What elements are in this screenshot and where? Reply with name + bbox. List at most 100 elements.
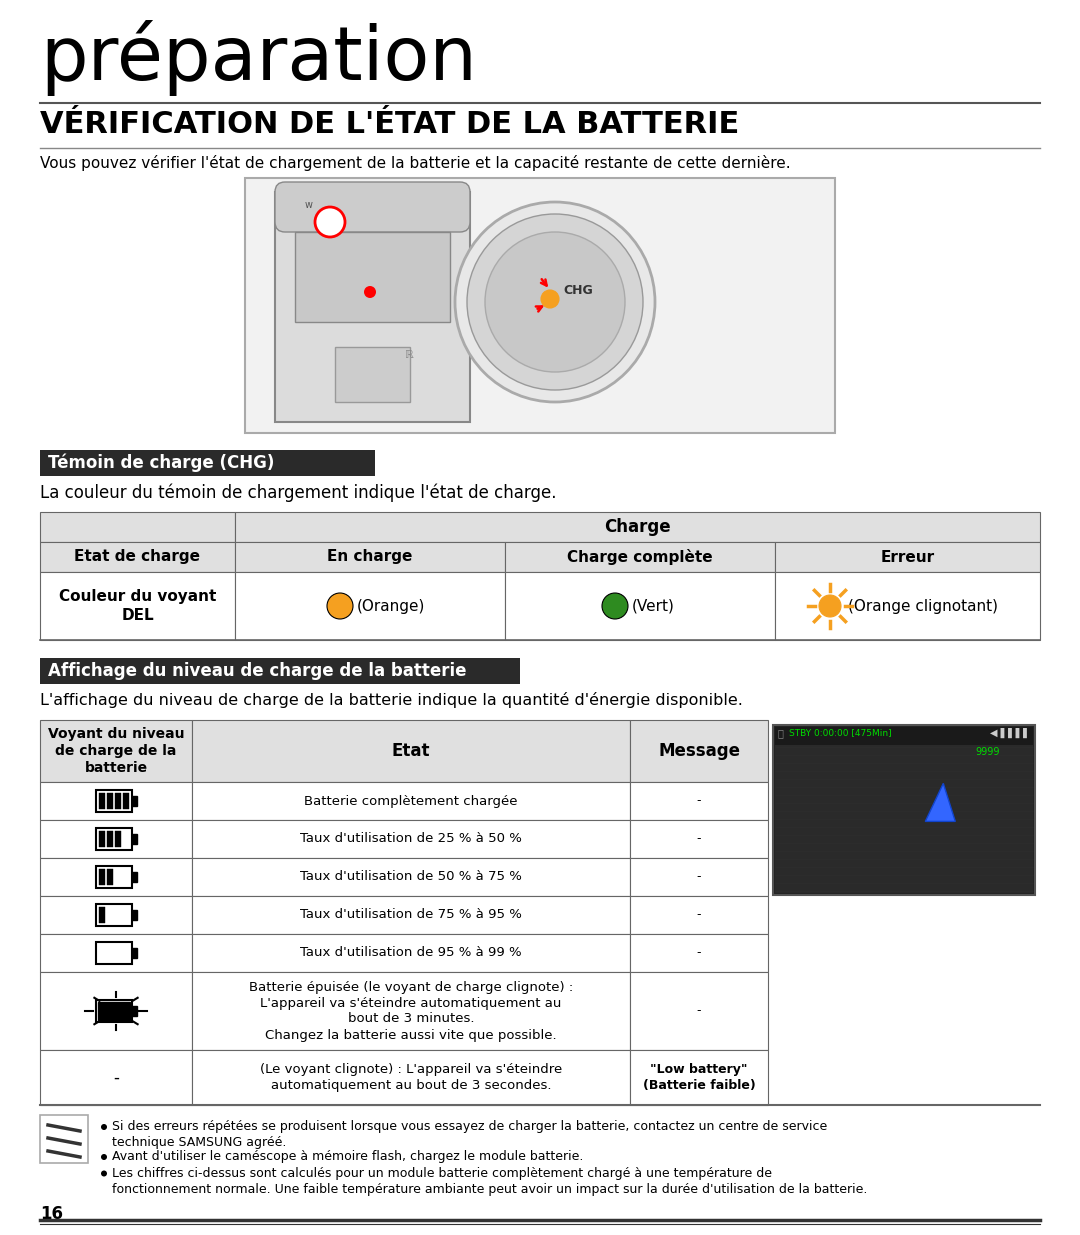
- Bar: [335, 347, 410, 403]
- Bar: [192, 820, 630, 858]
- Text: Batterie épuisée (le voyant de charge clignote) :
L'appareil va s'éteindre autom: Batterie épuisée (le voyant de charge cl…: [248, 981, 573, 1041]
- Bar: [192, 934, 630, 972]
- Bar: [132, 797, 137, 806]
- Bar: [99, 831, 105, 847]
- Bar: [775, 572, 1040, 640]
- Text: w: w: [305, 200, 313, 210]
- Bar: [630, 858, 768, 897]
- Bar: [123, 945, 129, 961]
- Bar: [96, 904, 132, 926]
- Text: Taux d'utilisation de 95 % à 99 %: Taux d'utilisation de 95 % à 99 %: [300, 946, 522, 960]
- Bar: [132, 872, 137, 882]
- Text: -: -: [113, 1068, 119, 1087]
- Text: VÉRIFICATION DE L'ÉTAT DE LA BATTERIE: VÉRIFICATION DE L'ÉTAT DE LA BATTERIE: [40, 110, 739, 140]
- Text: Avant d'utiliser le caméscope à mémoire flash, chargez le module batterie.: Avant d'utiliser le caméscope à mémoire …: [112, 1150, 583, 1163]
- Circle shape: [485, 232, 625, 372]
- Bar: [114, 906, 121, 923]
- Bar: [96, 866, 132, 888]
- Bar: [630, 972, 768, 1050]
- Text: Taux d'utilisation de 50 % à 75 %: Taux d'utilisation de 50 % à 75 %: [300, 871, 522, 883]
- Bar: [192, 720, 630, 782]
- Bar: [630, 897, 768, 934]
- Circle shape: [327, 593, 353, 619]
- Text: (Orange): (Orange): [357, 599, 426, 614]
- Bar: [114, 869, 121, 885]
- Bar: [235, 542, 505, 572]
- Bar: [107, 945, 113, 961]
- Text: préparation: préparation: [40, 20, 477, 96]
- Circle shape: [315, 207, 345, 237]
- Bar: [630, 934, 768, 972]
- Bar: [132, 1007, 137, 1016]
- Text: -: -: [697, 832, 701, 846]
- Text: Taux d'utilisation de 25 % à 50 %: Taux d'utilisation de 25 % à 50 %: [300, 832, 522, 846]
- Text: Charge complète: Charge complète: [567, 550, 713, 564]
- Circle shape: [102, 1153, 107, 1160]
- Bar: [132, 910, 137, 920]
- Bar: [99, 869, 105, 885]
- Text: Batterie complètement chargée: Batterie complètement chargée: [305, 794, 517, 808]
- Text: "Low battery"
(Batterie faible): "Low battery" (Batterie faible): [643, 1063, 755, 1092]
- Text: Vous pouvez vérifier l'état de chargement de la batterie et la capacité restante: Vous pouvez vérifier l'état de chargemen…: [40, 156, 791, 170]
- Bar: [40, 1115, 87, 1163]
- Text: Témoin de charge (CHG): Témoin de charge (CHG): [48, 454, 274, 473]
- Bar: [114, 831, 121, 847]
- Text: (Vert): (Vert): [632, 599, 675, 614]
- Circle shape: [102, 1171, 107, 1177]
- Bar: [114, 945, 121, 961]
- Text: ℝ: ℝ: [405, 350, 414, 359]
- Text: -: -: [697, 871, 701, 883]
- Bar: [96, 827, 132, 850]
- Bar: [630, 1050, 768, 1105]
- Circle shape: [467, 214, 643, 390]
- Text: -: -: [697, 946, 701, 960]
- Bar: [40, 820, 192, 858]
- Bar: [40, 858, 192, 897]
- Bar: [40, 450, 375, 475]
- Bar: [235, 513, 1040, 542]
- Text: Taux d'utilisation de 75 % à 95 %: Taux d'utilisation de 75 % à 95 %: [300, 909, 522, 921]
- Bar: [245, 178, 835, 433]
- Bar: [114, 793, 121, 809]
- Bar: [107, 869, 113, 885]
- Text: STBY 0:00:00 [475Min]: STBY 0:00:00 [475Min]: [789, 727, 892, 737]
- Bar: [630, 820, 768, 858]
- Bar: [773, 725, 1035, 895]
- Text: CHG: CHG: [563, 284, 593, 296]
- Text: La couleur du témoin de chargement indique l'état de charge.: La couleur du témoin de chargement indiq…: [40, 484, 556, 503]
- Bar: [192, 972, 630, 1050]
- Bar: [630, 720, 768, 782]
- Bar: [192, 897, 630, 934]
- Bar: [40, 572, 235, 640]
- Bar: [107, 831, 113, 847]
- Bar: [775, 727, 1032, 745]
- Text: Etat de charge: Etat de charge: [75, 550, 201, 564]
- Bar: [505, 542, 775, 572]
- Text: Message: Message: [658, 742, 740, 760]
- Bar: [775, 727, 1032, 893]
- Circle shape: [364, 287, 376, 298]
- Text: En charge: En charge: [327, 550, 413, 564]
- Text: (Le voyant clignote) : L'appareil va s'éteindre
automatiquement au bout de 3 sec: (Le voyant clignote) : L'appareil va s'é…: [260, 1063, 562, 1092]
- Text: ⬛: ⬛: [778, 727, 784, 739]
- Circle shape: [541, 290, 559, 308]
- Text: Etat: Etat: [392, 742, 430, 760]
- Bar: [192, 1050, 630, 1105]
- Text: L'affichage du niveau de charge de la batterie indique la quantité d'énergie dis: L'affichage du niveau de charge de la ba…: [40, 692, 743, 708]
- Text: Affichage du niveau de charge de la batterie: Affichage du niveau de charge de la batt…: [48, 662, 467, 680]
- Bar: [123, 869, 129, 885]
- Bar: [132, 948, 137, 958]
- Bar: [123, 793, 129, 809]
- Text: -: -: [697, 794, 701, 808]
- Bar: [99, 906, 105, 923]
- Bar: [40, 1050, 192, 1105]
- Polygon shape: [926, 783, 956, 821]
- Text: Couleur du voyant
DEL: Couleur du voyant DEL: [58, 589, 216, 622]
- Circle shape: [455, 203, 654, 403]
- Bar: [96, 942, 132, 965]
- Bar: [40, 720, 192, 782]
- Bar: [40, 782, 192, 820]
- Bar: [275, 191, 470, 422]
- Text: ◀ ▌▌▌▌: ◀ ▌▌▌▌: [990, 727, 1030, 739]
- Bar: [192, 782, 630, 820]
